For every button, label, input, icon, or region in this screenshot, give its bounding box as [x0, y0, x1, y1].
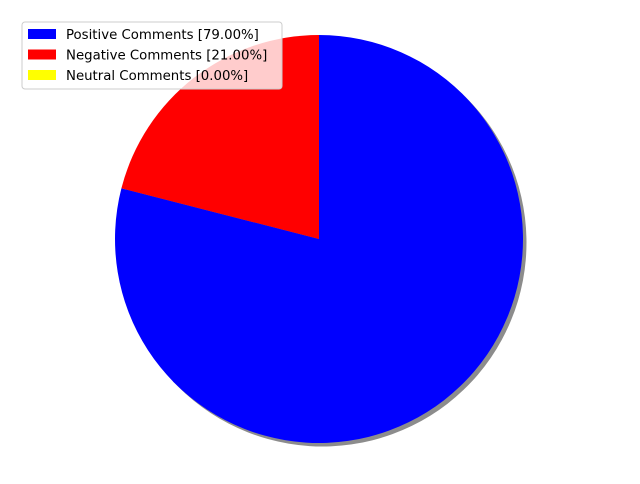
legend-items: Positive Comments [79.00%] Negative Comme…: [28, 28, 267, 84]
legend: Positive Comments [79.00%] Negative Comme…: [21, 21, 283, 90]
legend-swatch-neutral: [28, 70, 56, 80]
legend-label-positive: Positive Comments [79.00%]: [66, 28, 259, 43]
legend-swatch-positive: [28, 29, 56, 39]
legend-label-negative: Negative Comments [21.00%]: [66, 49, 267, 64]
legend-label-neutral: Neutral Comments [0.00%]: [66, 69, 248, 84]
pie-slice-positive: [115, 35, 524, 444]
pie-slice-layer: [115, 35, 524, 444]
legend-frame: [21, 21, 283, 90]
legend-swatch-negative: [28, 49, 56, 60]
